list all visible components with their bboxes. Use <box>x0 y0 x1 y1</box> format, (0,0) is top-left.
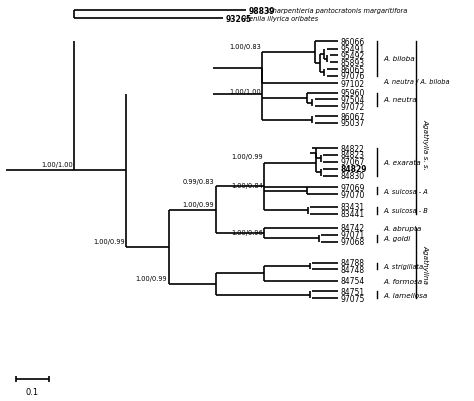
Text: 1.00/1.00: 1.00/1.00 <box>41 162 73 168</box>
Text: 97504: 97504 <box>340 96 365 105</box>
Text: A. abrupta: A. abrupta <box>383 225 421 231</box>
Text: 97069: 97069 <box>340 183 365 192</box>
Text: 1.00/0.96: 1.00/0.96 <box>231 230 263 236</box>
Text: 84829: 84829 <box>340 165 367 174</box>
Text: A. neutra: A. neutra <box>383 97 417 103</box>
Text: 1.00/1.00: 1.00/1.00 <box>229 89 261 95</box>
Text: 83431: 83431 <box>340 203 365 212</box>
Text: 84823: 84823 <box>340 151 364 160</box>
Text: 97102: 97102 <box>340 79 365 88</box>
Text: 86066: 86066 <box>340 38 365 47</box>
Text: A. sulcosa - A: A. sulcosa - A <box>383 188 428 194</box>
Text: 0.1: 0.1 <box>26 387 38 396</box>
Text: 84751: 84751 <box>340 287 365 296</box>
Text: A. lamellosa: A. lamellosa <box>383 292 428 298</box>
Text: 84748: 84748 <box>340 265 365 274</box>
Text: 83441: 83441 <box>340 210 365 219</box>
Text: 98839: 98839 <box>249 7 275 16</box>
Text: 84830: 84830 <box>340 172 365 181</box>
Text: 84754: 84754 <box>340 276 365 286</box>
Text: 0.99/0.83: 0.99/0.83 <box>183 178 214 184</box>
Text: A. neutra / A. biloba: A. neutra / A. biloba <box>383 78 449 85</box>
Text: 95960: 95960 <box>340 89 365 98</box>
Text: 85893: 85893 <box>340 59 365 68</box>
Text: A. formosa: A. formosa <box>383 278 422 284</box>
Text: 97070: 97070 <box>340 190 365 199</box>
Text: 97067: 97067 <box>340 158 365 167</box>
Text: 97072: 97072 <box>340 102 365 111</box>
Text: 93265: 93265 <box>225 15 251 24</box>
Text: 1.00/0.99: 1.00/0.99 <box>183 201 214 207</box>
Text: A. sulcosa - B: A. sulcosa - B <box>383 208 428 214</box>
Text: Agathylina: Agathylina <box>422 244 428 283</box>
Text: 95492: 95492 <box>340 52 365 61</box>
Text: 97068: 97068 <box>340 237 365 246</box>
Text: 1.00/0.99: 1.00/0.99 <box>136 275 167 282</box>
Text: A. goldi: A. goldi <box>383 235 410 241</box>
Text: 84822: 84822 <box>340 144 364 153</box>
Text: 1.00/0.99: 1.00/0.99 <box>93 239 125 245</box>
Text: 97071: 97071 <box>340 231 365 240</box>
Text: 86065: 86065 <box>340 65 365 74</box>
Text: 95037: 95037 <box>340 119 365 128</box>
Text: A. exarata: A. exarata <box>383 160 421 166</box>
Text: 97076: 97076 <box>340 72 365 81</box>
Text: Henila illyrica oribates: Henila illyrica oribates <box>244 16 319 22</box>
Text: Charpentieria pantocratonis margaritifora: Charpentieria pantocratonis margaritifor… <box>268 8 407 14</box>
Text: 1.00/0.99: 1.00/0.99 <box>231 154 263 160</box>
Text: 95491: 95491 <box>340 45 365 54</box>
Text: 84788: 84788 <box>340 259 364 267</box>
Text: 97075: 97075 <box>340 294 365 303</box>
Text: A. biloba: A. biloba <box>383 56 415 62</box>
Text: 1.00/0.83: 1.00/0.83 <box>229 43 261 49</box>
Text: A. strigillata: A. strigillata <box>383 263 423 269</box>
Text: Agathylia s. s.: Agathylia s. s. <box>422 119 428 169</box>
Text: 84742: 84742 <box>340 224 365 233</box>
Text: 86067: 86067 <box>340 112 365 122</box>
Text: 1.00/0.84: 1.00/0.84 <box>231 182 263 188</box>
